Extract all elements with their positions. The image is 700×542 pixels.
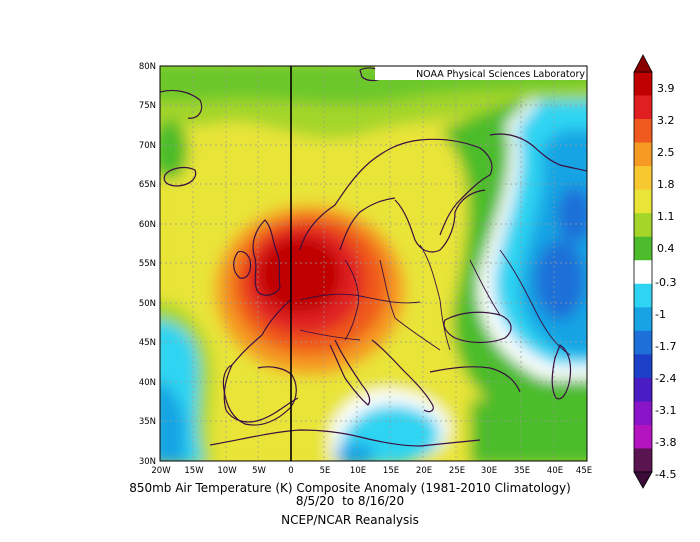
colorbar-swatch xyxy=(634,424,652,449)
lon-label: 30E xyxy=(481,466,497,476)
colorbar-label: -1.7 xyxy=(655,340,676,353)
colorbar-swatch xyxy=(634,260,652,285)
lat-label: 70N xyxy=(139,141,156,151)
colorbar-swatch xyxy=(634,354,652,379)
lon-label: 45E xyxy=(576,466,592,476)
lon-label: 15E xyxy=(383,466,399,476)
colorbar-label: -3.8 xyxy=(655,436,676,449)
lon-label: 5W xyxy=(252,466,266,476)
lat-label: 50N xyxy=(139,299,156,309)
longitude-labels: 20W 15W 10W 5W 0 5E 10E 15E 20E 25E 30E … xyxy=(151,466,592,476)
caption-dates: 8/5/20 to 8/16/20 xyxy=(295,494,405,508)
credit-box xyxy=(375,66,587,80)
colorbar-swatch xyxy=(634,236,652,261)
colorbar-swatch xyxy=(634,283,652,308)
colorbar-label: 1.1 xyxy=(657,210,675,223)
colorbar-label: -4.5 xyxy=(655,468,676,481)
map-frame xyxy=(159,65,588,462)
colorbar-label: -0.3 xyxy=(655,276,676,289)
lon-label: 15W xyxy=(184,466,204,476)
colorbar-label: -3.1 xyxy=(655,404,676,417)
lat-label: 75N xyxy=(139,101,156,111)
lon-label: 40E xyxy=(547,466,563,476)
lat-label: 40N xyxy=(139,378,156,388)
map-panel: NOAA Physical Sciences Laboratory xyxy=(160,66,587,461)
anomaly-field xyxy=(160,66,587,461)
colorbar-swatch xyxy=(634,330,652,355)
colorbar-label: 1.8 xyxy=(657,178,675,191)
lon-label: 35E xyxy=(514,466,530,476)
colorbar-swatches xyxy=(633,71,653,473)
lat-label: 55N xyxy=(139,259,156,269)
colorbar-swatch xyxy=(634,377,652,402)
lon-label: 10E xyxy=(350,466,366,476)
colorbar-label: 2.5 xyxy=(657,146,675,159)
colorbar-swatch xyxy=(634,119,652,143)
lon-label: 20W xyxy=(151,466,171,476)
caption-title: 850mb Air Temperature (K) Composite Anom… xyxy=(129,481,571,495)
lon-label: 0 xyxy=(288,466,293,476)
borders xyxy=(299,244,571,356)
colorbar-label: 3.2 xyxy=(657,114,675,127)
gridlines xyxy=(160,66,587,461)
coastlines xyxy=(160,67,587,447)
colorbar-swatch xyxy=(634,213,652,238)
colorbar-label: -1 xyxy=(655,308,666,321)
lon-label: 10W xyxy=(217,466,237,476)
lon-label: 25E xyxy=(449,466,465,476)
lat-label: 45N xyxy=(139,338,156,348)
lat-label: 60N xyxy=(139,220,156,230)
colorbar-swatch xyxy=(634,448,652,473)
colorbar-swatch xyxy=(634,95,652,120)
lat-label: 80N xyxy=(139,62,156,72)
lat-label: 35N xyxy=(139,417,156,427)
credit-label: NOAA Physical Sciences Laboratory xyxy=(416,69,585,80)
colorbar-labels: 3.9 3.2 2.5 1.8 1.1 0.4 -0.3 -1 -1.7 -2.… xyxy=(655,82,676,481)
lat-label: 30N xyxy=(139,457,156,467)
latitude-labels: 80N 75N 70N 65N 60N 55N 50N 45N 40N 35N … xyxy=(139,62,156,467)
lon-label: 20E xyxy=(416,466,432,476)
colorbar-bottom-arrow xyxy=(633,471,653,489)
colorbar-swatch xyxy=(634,401,652,426)
colorbar-label: 0.4 xyxy=(657,242,675,255)
colorbar: 3.9 3.2 2.5 1.8 1.1 0.4 -0.3 -1 -1.7 -2.… xyxy=(633,54,676,489)
colorbar-swatch xyxy=(634,142,652,167)
lat-label: 65N xyxy=(139,180,156,190)
colorbar-swatch xyxy=(634,189,652,214)
colorbar-swatch xyxy=(634,307,652,332)
colorbar-top-arrow xyxy=(633,54,653,73)
colorbar-label: 3.9 xyxy=(657,82,675,95)
lon-label: 5E xyxy=(320,466,331,476)
colorbar-swatch xyxy=(634,72,652,96)
colorbar-label: -2.4 xyxy=(655,372,676,385)
colorbar-swatch xyxy=(634,166,652,190)
caption-source: NCEP/NCAR Reanalysis xyxy=(281,513,419,527)
